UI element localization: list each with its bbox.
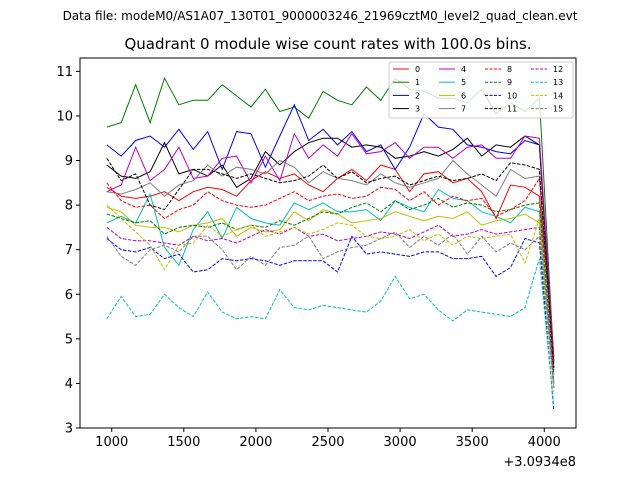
legend-label-2: 2 [415, 91, 420, 100]
series-line-0 [106, 164, 555, 357]
legend-label-1: 1 [415, 78, 420, 87]
legend-box [388, 61, 574, 119]
y-tick-label: 5 [65, 332, 73, 347]
series-line-13 [106, 258, 555, 406]
legend-label-8: 8 [507, 65, 512, 74]
series-line-2 [106, 103, 555, 368]
legend-label-9: 9 [507, 78, 512, 87]
y-tick-label: 3 [65, 422, 73, 437]
plot-frame [79, 57, 577, 429]
suptitle: Data file: modeM0/AS1A07_130T01_90000032… [63, 9, 578, 23]
series-line-9 [106, 197, 555, 375]
x-tick-label: 2000 [239, 435, 272, 450]
series-line-4 [106, 132, 555, 357]
x-tick-label: 3500 [456, 435, 489, 450]
series-lines [106, 76, 555, 411]
series-line-7 [106, 159, 555, 371]
chart-title: Quadrant 0 module wise count rates with … [124, 35, 531, 53]
legend-label-4: 4 [461, 65, 466, 74]
x-tick-label: 1500 [167, 435, 200, 450]
x-tick-label: 2500 [311, 435, 344, 450]
y-tick-label: 4 [65, 377, 73, 392]
legend-label-5: 5 [461, 78, 466, 87]
y-tick-label: 8 [65, 199, 73, 214]
y-tick-label: 10 [56, 109, 73, 124]
legend-label-11: 11 [507, 105, 517, 114]
legend-label-7: 7 [461, 105, 466, 114]
series-line-8 [106, 176, 555, 362]
legend-label-0: 0 [415, 65, 420, 74]
legend-label-12: 12 [553, 65, 563, 74]
legend-label-6: 6 [461, 91, 466, 100]
legend-label-10: 10 [507, 91, 517, 100]
series-line-14 [106, 204, 555, 393]
x-tick-label: 3000 [384, 435, 417, 450]
legend-label-3: 3 [415, 105, 420, 114]
legend-label-14: 14 [553, 91, 563, 100]
series-line-15 [106, 231, 555, 388]
x-tick-label: 1000 [95, 435, 128, 450]
y-tick-label: 9 [65, 154, 73, 169]
series-line-5 [106, 188, 555, 384]
series-line-10 [106, 235, 555, 411]
legend-label-13: 13 [553, 78, 563, 87]
y-tick-label: 11 [56, 65, 73, 80]
series-line-6 [106, 206, 555, 388]
legend-label-15: 15 [553, 105, 563, 114]
series-line-11 [106, 158, 555, 368]
series-line-3 [106, 135, 555, 364]
y-tick-label: 7 [65, 243, 73, 258]
series-line-12 [106, 224, 555, 382]
x-tick-label: 4000 [528, 435, 561, 450]
y-tick-label: 6 [65, 288, 73, 303]
x-offset-label: +3.0934e8 [503, 455, 576, 470]
